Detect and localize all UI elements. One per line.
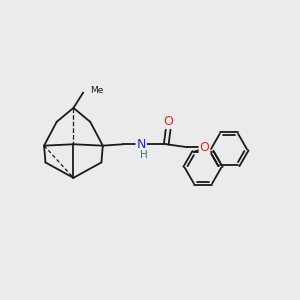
Text: Me: Me — [90, 86, 103, 95]
Text: H: H — [140, 150, 148, 160]
Text: O: O — [200, 141, 209, 154]
Text: O: O — [164, 115, 173, 128]
Text: N: N — [136, 138, 146, 151]
